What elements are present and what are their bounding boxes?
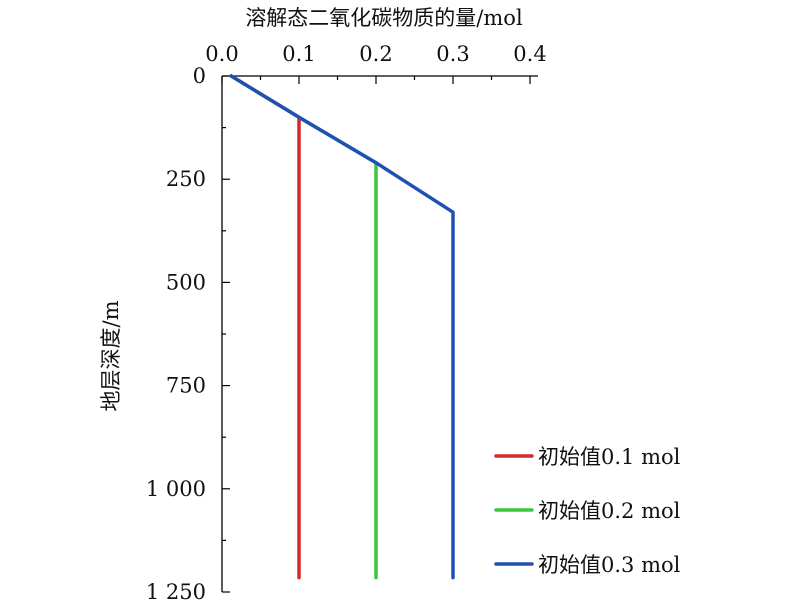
x-tick-label: 0.0 (205, 42, 238, 66)
y-tick-label: 250 (166, 167, 206, 191)
y-axis-title: 地层深度/m (99, 300, 123, 411)
y-tick-label: 1 000 (146, 477, 206, 501)
x-tick-label: 0.2 (359, 42, 392, 66)
y-ticks: 0 250 500 750 1 000 1 250 (146, 64, 230, 600)
series-group (229, 74, 455, 580)
x-ticks: 0.0 0.1 0.2 0.3 0.4 (205, 42, 547, 84)
axes (221, 75, 538, 592)
legend: 初始值0.1 mol 初始值0.2 mol 初始值0.3 mol (494, 445, 681, 577)
legend-label: 初始值0.2 mol (538, 499, 681, 523)
y-tick-label: 0 (193, 64, 206, 88)
x-tick-label: 0.3 (436, 42, 469, 66)
y-tick-label: 750 (166, 374, 206, 398)
series-line-1 (229, 74, 301, 580)
series-line-3 (229, 74, 455, 580)
x-tick-label: 0.1 (282, 42, 315, 66)
y-tick-label: 500 (166, 270, 206, 294)
x-tick-label: 0.4 (513, 42, 546, 66)
x-axis-title: 溶解态二氧化碳物质的量/mol (245, 6, 523, 30)
y-tick-label: 1 250 (146, 580, 206, 600)
legend-label: 初始值0.1 mol (538, 445, 681, 469)
legend-label: 初始值0.3 mol (538, 553, 681, 577)
